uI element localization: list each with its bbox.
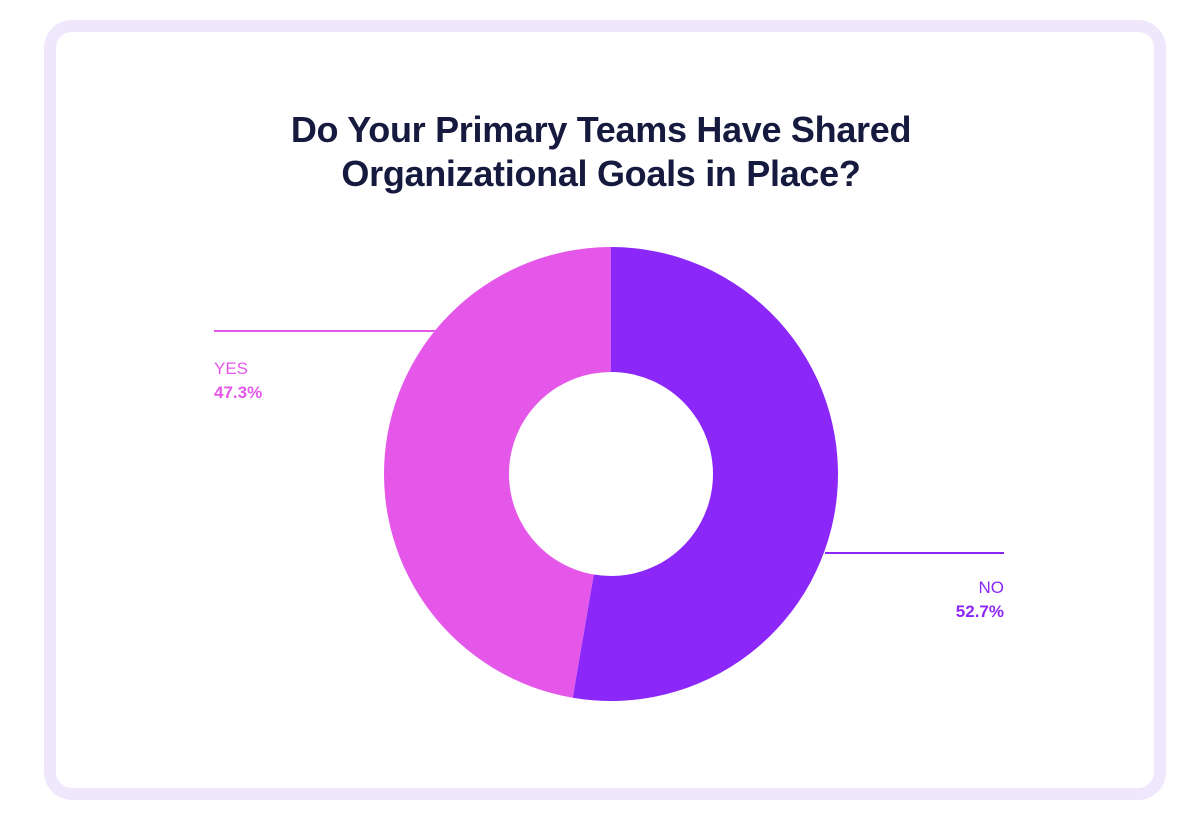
leader-lines xyxy=(214,330,1004,554)
slice-labels: YES 47.3% NO 52.7% xyxy=(214,359,1004,621)
slice-label-yes: YES xyxy=(214,359,248,378)
slice-no xyxy=(572,247,838,701)
slice-yes xyxy=(383,247,611,698)
chart-title: Do Your Primary Teams Have Shared Organi… xyxy=(0,108,1202,196)
slice-value-no: 52.7% xyxy=(956,602,1004,621)
chart-title-line-2: Organizational Goals in Place? xyxy=(341,153,861,194)
chart-title-line-1: Do Your Primary Teams Have Shared xyxy=(290,109,912,150)
donut-slices xyxy=(383,247,838,701)
slice-value-yes: 47.3% xyxy=(214,383,262,402)
slice-label-no: NO xyxy=(979,578,1005,597)
